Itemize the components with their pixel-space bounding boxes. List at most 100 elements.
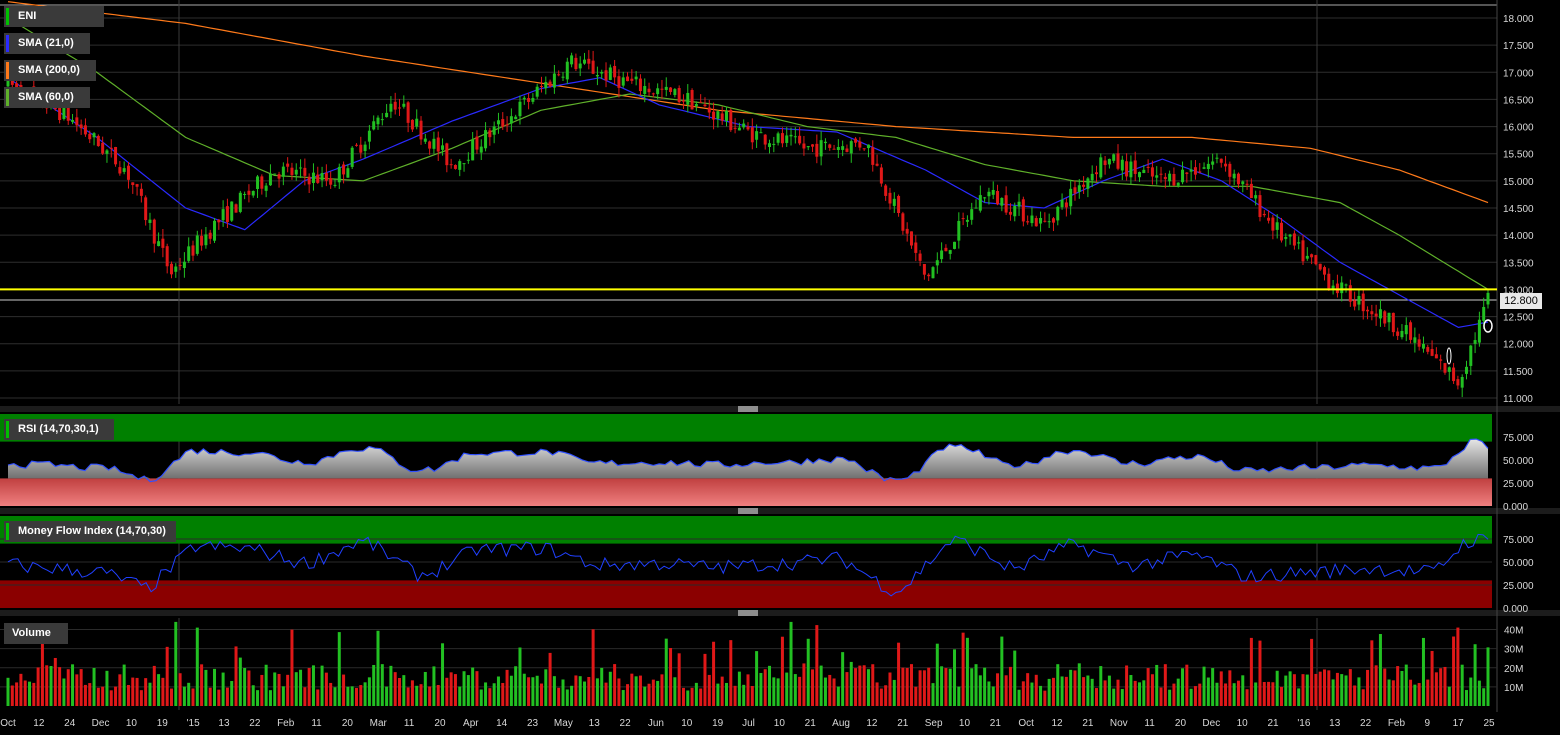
candle-body <box>768 143 772 148</box>
legend-sma60[interactable]: SMA (60,0) <box>4 87 90 108</box>
volume-bar <box>1353 685 1357 706</box>
candle-body <box>716 111 720 119</box>
legend-mfi-label: Money Flow Index (14,70,30) <box>18 525 166 537</box>
x-axis-label: 10 <box>126 718 138 729</box>
candle-body <box>1447 367 1451 372</box>
candle-body <box>935 260 939 266</box>
candle-body <box>1030 215 1034 224</box>
price-tick-label: 14.000 <box>1503 231 1534 242</box>
volume-bar <box>1228 670 1232 706</box>
volume-bar <box>1430 650 1434 706</box>
candle-body <box>148 219 152 223</box>
volume-bar <box>1469 677 1473 706</box>
candle-body <box>750 127 754 143</box>
candle-body <box>496 120 500 125</box>
volume-bar <box>268 690 272 706</box>
volume-bar <box>961 632 965 706</box>
volume-bar <box>970 668 974 706</box>
volume-bar <box>712 641 716 706</box>
volume-bar <box>1176 678 1180 706</box>
volume-bar <box>1185 664 1189 706</box>
candle-body <box>260 176 264 189</box>
candle-body <box>953 241 957 249</box>
legend-volume[interactable]: Volume <box>4 623 68 644</box>
candle-body <box>1198 171 1202 173</box>
candle-body <box>776 133 780 143</box>
candle-body <box>307 176 311 185</box>
candle-body <box>531 98 535 102</box>
candle-body <box>617 76 621 88</box>
candle-body <box>1129 161 1133 178</box>
legend-sma200[interactable]: SMA (200,0) <box>4 60 96 81</box>
volume-bar <box>527 677 531 706</box>
candle-body <box>1482 306 1486 321</box>
candle-body <box>664 86 668 90</box>
volume-bar <box>673 677 677 706</box>
volume-bar <box>505 669 509 706</box>
candle-body <box>92 133 96 138</box>
candle-body <box>268 173 272 186</box>
volume-bar <box>531 677 535 706</box>
volume-bar <box>118 674 122 706</box>
candle-body <box>823 141 827 144</box>
volume-bar <box>832 678 836 706</box>
volume-bar <box>122 664 126 706</box>
candle-body <box>793 136 797 138</box>
candle-body <box>1064 202 1068 208</box>
volume-bar <box>866 669 870 706</box>
volume-bar <box>1279 686 1283 706</box>
volume-bar <box>247 670 251 706</box>
candle-body <box>208 232 212 239</box>
candle-body <box>1391 312 1395 333</box>
volume-bar <box>1150 674 1154 706</box>
volume-bar <box>574 675 578 706</box>
candle-body <box>191 245 195 256</box>
price-tick-label: 16.500 <box>1503 95 1534 106</box>
volume-bar <box>1267 681 1271 706</box>
price-tick-label: 11.500 <box>1503 367 1533 378</box>
candle-body <box>1460 377 1464 388</box>
volume-bar <box>600 667 604 706</box>
x-axis-label: 21 <box>1082 718 1094 729</box>
legend-rsi[interactable]: RSI (14,70,30,1) <box>4 419 114 440</box>
volume-bar <box>92 667 96 706</box>
volume-bar <box>484 682 488 706</box>
panel-resize-handles[interactable] <box>738 406 758 616</box>
volume-bar <box>1327 670 1331 706</box>
x-axis-label: 11 <box>1144 718 1155 729</box>
candle-body <box>1477 319 1481 343</box>
volume-bar <box>6 677 10 706</box>
volume-bar <box>587 676 591 706</box>
volume-bar <box>1181 668 1185 706</box>
x-axis-label: 10 <box>1237 718 1249 729</box>
candle-body <box>256 176 260 189</box>
volume-bar <box>260 674 264 706</box>
candle-body <box>656 88 660 95</box>
sma200-line <box>7 1 1489 204</box>
candle-body <box>1013 206 1017 217</box>
legend-mfi[interactable]: Money Flow Index (14,70,30) <box>4 521 176 542</box>
volume-bar <box>1340 674 1344 706</box>
candle-body <box>914 242 918 253</box>
volume-bar <box>324 672 328 706</box>
volume-bar <box>376 630 380 706</box>
candle-body <box>294 169 298 175</box>
volume-bar <box>1116 679 1120 706</box>
volume-bar <box>496 676 500 706</box>
volume-bar <box>28 681 32 706</box>
candle-body <box>604 70 608 81</box>
legend-sma21[interactable]: SMA (21,0) <box>4 33 90 54</box>
x-axis-label: Oct <box>1018 718 1034 729</box>
candle-body <box>733 127 737 129</box>
legend-eni[interactable]: ENI <box>4 6 104 27</box>
candle-body <box>1404 325 1408 335</box>
candle-body <box>169 263 173 275</box>
volume-bar <box>1219 671 1223 706</box>
candle-body <box>1443 363 1447 373</box>
candle-body <box>548 81 552 87</box>
candle-body <box>1473 340 1477 344</box>
candle-body <box>651 93 655 95</box>
candle-body <box>1103 160 1107 166</box>
candle-body <box>802 143 806 149</box>
